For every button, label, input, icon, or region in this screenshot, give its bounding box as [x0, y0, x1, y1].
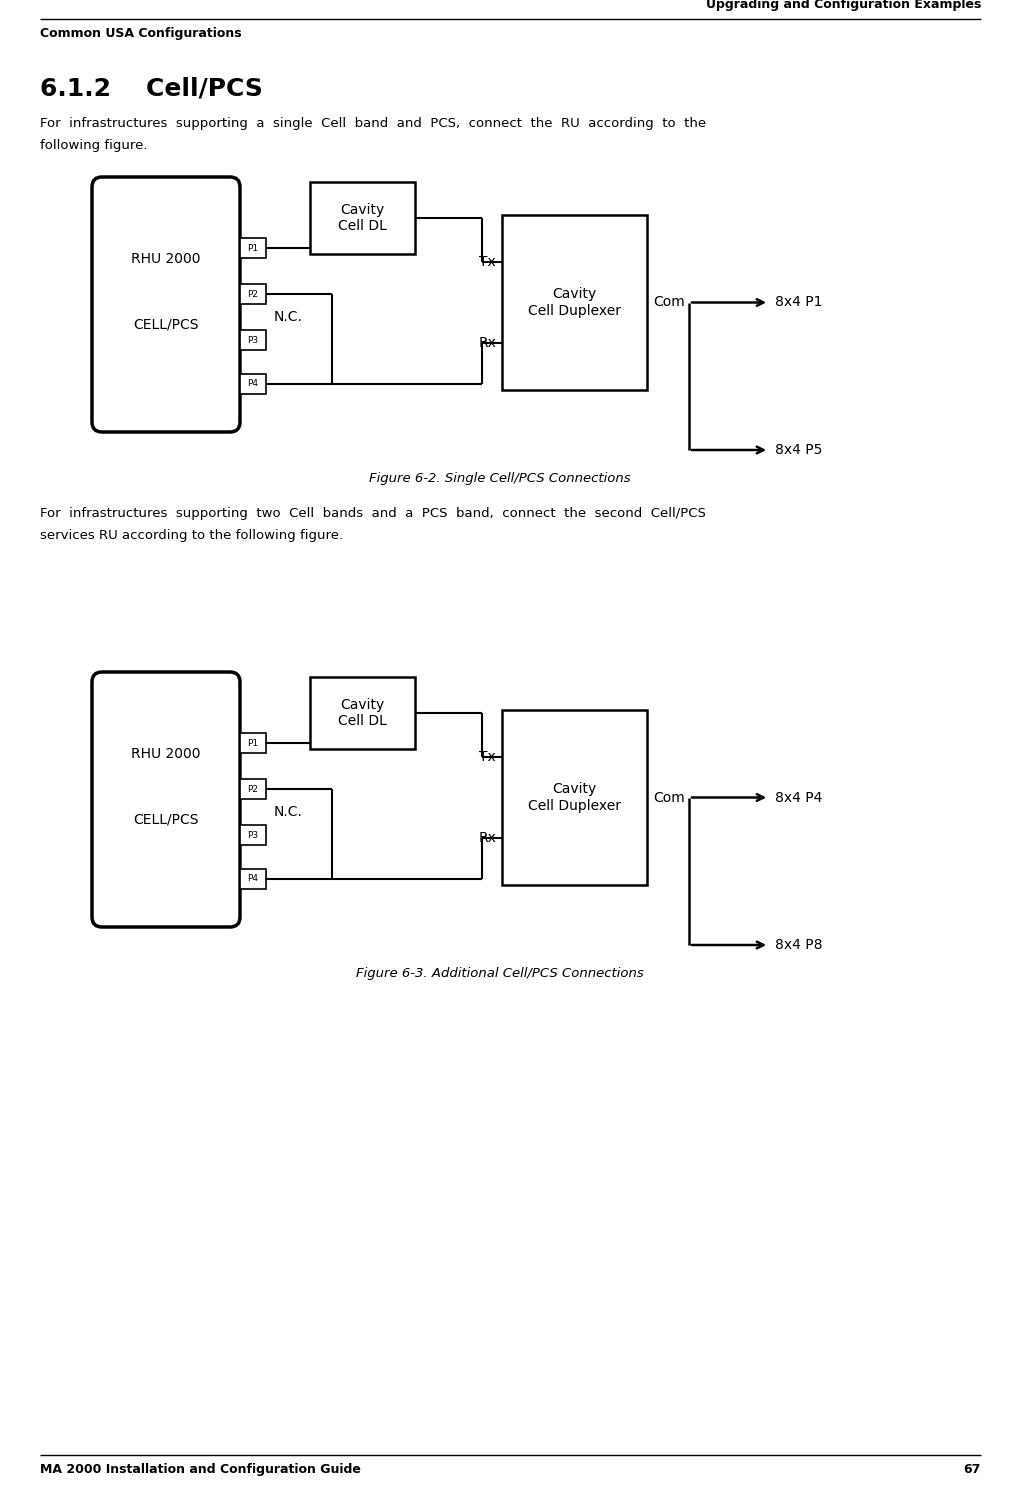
Text: 8x4 P1: 8x4 P1: [775, 295, 823, 310]
Text: RHU 2000: RHU 2000: [132, 251, 201, 265]
Text: following figure.: following figure.: [40, 139, 147, 153]
Text: 8x4 P8: 8x4 P8: [775, 939, 823, 952]
Text: N.C.: N.C.: [274, 310, 303, 325]
Text: For  infrastructures  supporting  a  single  Cell  band  and  PCS,  connect  the: For infrastructures supporting a single …: [40, 117, 707, 130]
Bar: [502, 710, 647, 885]
Text: Common USA Configurations: Common USA Configurations: [40, 27, 242, 40]
Text: P1: P1: [247, 740, 258, 748]
Text: For  infrastructures  supporting  two  Cell  bands  and  a  PCS  band,  connect : For infrastructures supporting two Cell …: [40, 507, 706, 519]
Text: P4: P4: [247, 379, 258, 388]
Bar: [240, 734, 266, 753]
Text: Com: Com: [653, 790, 685, 804]
Text: P2: P2: [247, 784, 258, 793]
Text: Cavity
Cell Duplexer: Cavity Cell Duplexer: [528, 783, 621, 813]
Text: Figure 6-2. Single Cell/PCS Connections: Figure 6-2. Single Cell/PCS Connections: [370, 472, 631, 485]
Bar: [240, 868, 266, 889]
Text: P2: P2: [247, 290, 258, 299]
Text: N.C.: N.C.: [274, 805, 303, 819]
Bar: [240, 825, 266, 846]
Text: Cavity
Cell Duplexer: Cavity Cell Duplexer: [528, 287, 621, 317]
Text: RHU 2000: RHU 2000: [132, 747, 201, 760]
FancyBboxPatch shape: [92, 672, 240, 927]
FancyBboxPatch shape: [92, 177, 240, 433]
Text: Com: Com: [653, 295, 685, 310]
Bar: [502, 216, 647, 391]
Text: Rx: Rx: [478, 831, 496, 844]
Bar: [240, 374, 266, 394]
Text: 67: 67: [964, 1463, 981, 1476]
Text: Upgrading and Configuration Examples: Upgrading and Configuration Examples: [706, 0, 981, 10]
Bar: [240, 284, 266, 304]
Text: MA 2000 Installation and Configuration Guide: MA 2000 Installation and Configuration G…: [40, 1463, 360, 1476]
Text: Rx: Rx: [478, 335, 496, 350]
Text: P1: P1: [247, 244, 258, 253]
Text: P4: P4: [247, 874, 258, 883]
Bar: [240, 780, 266, 799]
Bar: [240, 331, 266, 350]
Text: Cavity
Cell DL: Cavity Cell DL: [338, 698, 387, 728]
Text: P3: P3: [247, 335, 258, 344]
Bar: [310, 183, 415, 254]
Text: CELL/PCS: CELL/PCS: [134, 317, 199, 332]
Text: services RU according to the following figure.: services RU according to the following f…: [40, 528, 343, 542]
Bar: [240, 238, 266, 259]
Text: CELL/PCS: CELL/PCS: [134, 813, 199, 826]
Text: 6.1.2    Cell/PCS: 6.1.2 Cell/PCS: [40, 76, 262, 100]
Text: 8x4 P5: 8x4 P5: [775, 443, 822, 457]
Text: 8x4 P4: 8x4 P4: [775, 790, 822, 804]
Text: Figure 6-3. Additional Cell/PCS Connections: Figure 6-3. Additional Cell/PCS Connecti…: [356, 967, 644, 981]
Bar: [310, 677, 415, 748]
Text: Cavity
Cell DL: Cavity Cell DL: [338, 204, 387, 234]
Text: P3: P3: [247, 831, 258, 840]
Text: Tx: Tx: [479, 256, 496, 269]
Text: Tx: Tx: [479, 750, 496, 765]
